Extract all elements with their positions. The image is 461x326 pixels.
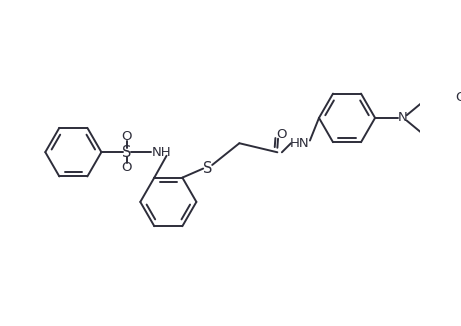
Text: HN: HN bbox=[290, 137, 310, 150]
Text: O: O bbox=[122, 161, 132, 174]
Text: N: N bbox=[397, 111, 407, 125]
Text: S: S bbox=[203, 161, 213, 176]
Text: NH: NH bbox=[151, 146, 171, 159]
Text: O: O bbox=[277, 128, 287, 141]
Text: O: O bbox=[122, 130, 132, 143]
Text: O: O bbox=[455, 92, 461, 105]
Text: S: S bbox=[122, 145, 131, 160]
